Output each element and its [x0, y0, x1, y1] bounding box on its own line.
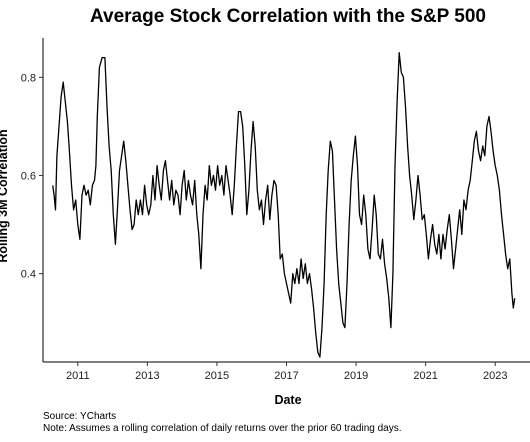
x-tick-label: 2019 [344, 370, 368, 382]
x-tick-label: 2011 [66, 370, 90, 382]
source-note: Source: YCharts [43, 411, 117, 422]
x-tick-label: 2015 [205, 370, 229, 382]
y-tick-label: 0.8 [21, 72, 36, 84]
x-tick-label: 2021 [413, 370, 437, 382]
y-axis-title: Rolling 3M Correlation [0, 129, 10, 262]
x-axis-title: Date [274, 393, 301, 407]
y-tick-label: 0.4 [21, 269, 36, 281]
x-tick-label: 2023 [483, 370, 507, 382]
x-tick-label: 2013 [135, 370, 159, 382]
chart-title: Average Stock Correlation with the S&P 5… [90, 6, 486, 27]
x-tick-label: 2017 [274, 370, 298, 382]
correlation-line [52, 52, 516, 358]
axis-ticks: 2011 2013 2015 2017 2019 2021 2023 0.4 0.6 0.8 [21, 72, 508, 382]
y-tick-label: 0.6 [21, 170, 36, 182]
method-note: Note: Assumes a rolling correlation of d… [43, 423, 402, 434]
